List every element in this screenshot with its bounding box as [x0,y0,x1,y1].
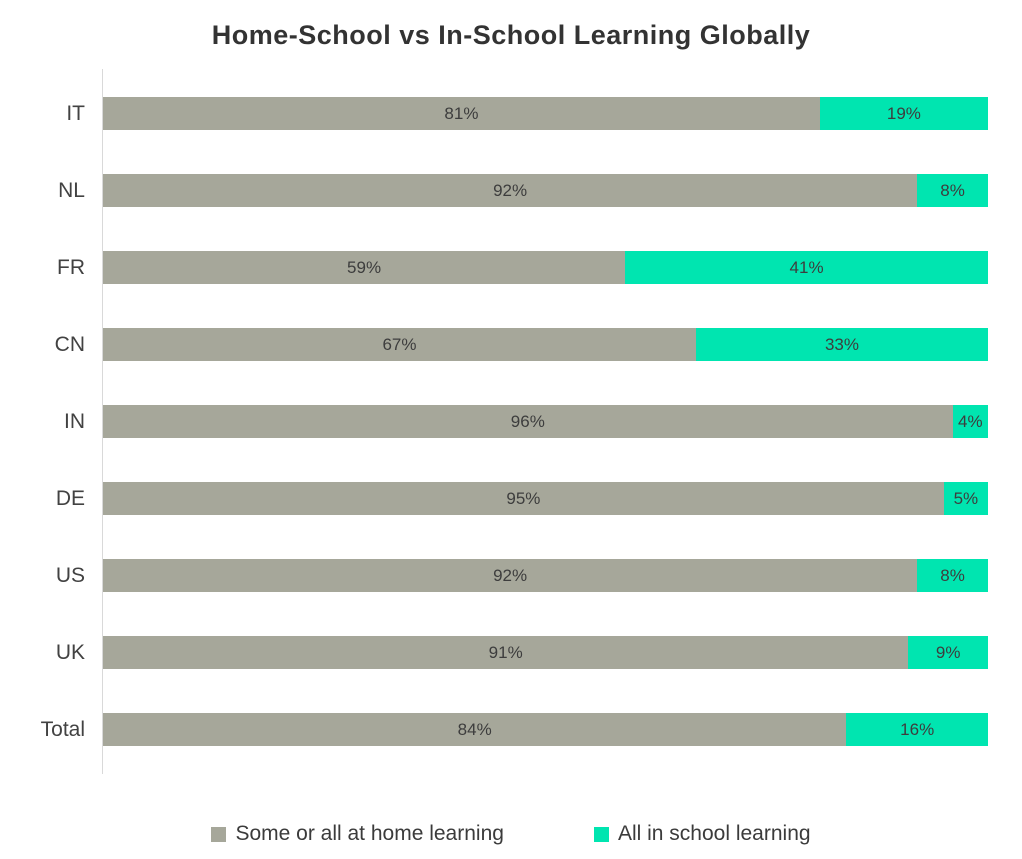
bar-value-label: 5% [953,488,979,508]
bar-segment-home: 81% [103,97,820,130]
legend-swatch-home-icon [211,826,227,842]
bar-track: 67% 33% [103,328,988,361]
bar-segment-school: 5% [943,482,988,515]
bar-value-label: 91% [488,642,523,662]
chart-row: IN 96% 4% [64,383,988,460]
bar-segment-school: 41% [625,251,988,284]
bar-value-label: 33% [824,334,859,354]
bar-value-label: 19% [886,103,921,123]
chart-row: US 92% 8% [56,537,988,614]
chart-row: FR 59% 41% [57,229,988,306]
bar-segment-school: 8% [917,174,988,207]
legend-label-school: All in school learning [617,822,811,845]
bar-value-label: 92% [493,565,528,585]
bar-value-label: 92% [493,180,528,200]
bar-value-label: 67% [382,334,417,354]
bar-value-label: 8% [940,180,965,200]
chart-row: CN 67% 33% [55,306,988,383]
bar-value-label: 4% [958,411,983,431]
bar-segment-home: 84% [103,713,847,746]
bar-segment-school: 19% [819,97,988,130]
bar-segment-school: 16% [846,713,988,746]
bar-track: 59% 41% [103,251,988,284]
chart-row: NL 92% 8% [58,152,988,229]
legend-label-home: Some or all at home learning [235,822,504,845]
bar-segment-school: 9% [908,636,988,669]
chart-title: Home-School vs In-School Learning Global… [211,20,811,50]
bar-segment-home: 59% [103,251,626,284]
bar-value-label: 41% [789,257,824,277]
bar-segment-home: 96% [103,405,953,438]
category-label: DE [55,486,85,510]
bar-segment-school: 33% [695,328,988,361]
chart-row: UK 91% 9% [56,614,988,691]
bar-segment-home: 67% [103,328,696,361]
bar-segment-home: 92% [103,559,918,592]
bar-value-label: 8% [940,565,965,585]
bar-track: 96% 4% [103,405,988,438]
chart-row: IT 81% 19% [66,75,988,152]
category-label: IN [64,409,85,433]
bar-value-label: 9% [935,642,961,662]
bar-track: 92% 8% [103,559,988,592]
bar-value-label: 81% [444,103,479,123]
bar-track: 95% 5% [103,482,988,515]
legend: Some or all at home learning All in scho… [0,822,1022,846]
plot-area: IT 81% 19% NL 92% 8% FR 59% 41% CN 67% 33% IN 96% 4% DE… [0,69,1022,774]
bar-value-label: 84% [457,719,492,739]
bar-value-label: 95% [506,488,541,508]
legend-item-home: Some or all at home learning [211,822,504,846]
bar-value-label: 59% [347,257,382,277]
category-label: IT [66,101,85,125]
bar-track: 92% 8% [103,174,988,207]
bar-value-label: 96% [510,411,545,431]
category-label: UK [55,640,85,664]
category-label: NL [58,178,85,202]
bar-segment-school: 8% [917,559,988,592]
bar-track: 91% 9% [103,636,988,669]
category-label: CN [54,332,85,356]
bar-track: 81% 19% [103,97,988,130]
chart-row: DE 95% 5% [56,460,988,537]
bar-segment-school: 4% [952,405,988,438]
chart-rows: IT 81% 19% NL 92% 8% FR 59% 41% CN 67% 33% IN 96% 4% DE… [41,69,988,774]
bar-track: 84% 16% [103,713,988,746]
bar-segment-home: 95% [103,482,944,515]
legend-swatch-school-icon [593,826,609,842]
category-label: FR [57,255,85,279]
chart-row: Total 84% 16% [41,691,988,768]
bar-value-label: 16% [900,719,935,739]
bar-segment-home: 92% [103,174,918,207]
bar-segment-home: 91% [103,636,909,669]
legend-item-school: All in school learning [593,822,811,846]
category-label: Total [40,717,85,741]
category-label: US [55,563,85,587]
